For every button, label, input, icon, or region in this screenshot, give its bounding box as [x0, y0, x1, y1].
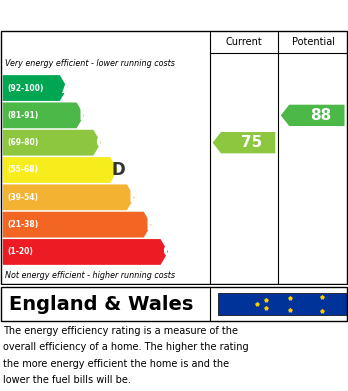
Text: (1-20): (1-20) [7, 248, 33, 256]
Polygon shape [213, 132, 275, 153]
Bar [218, 292, 348, 316]
Text: Potential: Potential [292, 37, 334, 47]
Text: the more energy efficient the home is and the: the more energy efficient the home is an… [3, 359, 229, 368]
Text: 2002/91/EC: 2002/91/EC [224, 306, 280, 316]
Text: (55-68): (55-68) [7, 165, 38, 174]
Polygon shape [3, 130, 101, 156]
Polygon shape [3, 102, 84, 128]
Text: England & Wales: England & Wales [9, 294, 193, 314]
Text: (21-38): (21-38) [7, 220, 38, 229]
Text: overall efficiency of a home. The higher the rating: overall efficiency of a home. The higher… [3, 343, 248, 352]
Text: E: E [129, 188, 140, 206]
Text: lower the fuel bills will be.: lower the fuel bills will be. [3, 375, 130, 385]
Text: Very energy efficient - lower running costs: Very energy efficient - lower running co… [5, 59, 175, 68]
Text: (81-91): (81-91) [7, 111, 38, 120]
Text: 88: 88 [310, 108, 331, 123]
Text: A: A [62, 79, 74, 97]
Text: F: F [145, 216, 157, 234]
Polygon shape [3, 75, 68, 101]
Text: EU Directive: EU Directive [224, 294, 284, 305]
Text: (69-80): (69-80) [7, 138, 38, 147]
Text: Not energy efficient - higher running costs: Not energy efficient - higher running co… [5, 271, 175, 280]
Polygon shape [3, 157, 118, 183]
Polygon shape [3, 185, 135, 210]
Text: G: G [162, 243, 176, 261]
Text: Current: Current [226, 37, 262, 47]
Text: C: C [95, 134, 108, 152]
Text: Energy Efficiency Rating: Energy Efficiency Rating [9, 7, 230, 23]
Polygon shape [3, 212, 151, 238]
Text: B: B [78, 106, 91, 124]
Polygon shape [281, 105, 345, 126]
Text: (39-54): (39-54) [7, 193, 38, 202]
Text: (92-100): (92-100) [7, 84, 44, 93]
Text: 75: 75 [241, 135, 262, 150]
Text: The energy efficiency rating is a measure of the: The energy efficiency rating is a measur… [3, 326, 238, 336]
Text: D: D [112, 161, 126, 179]
Polygon shape [3, 239, 168, 265]
